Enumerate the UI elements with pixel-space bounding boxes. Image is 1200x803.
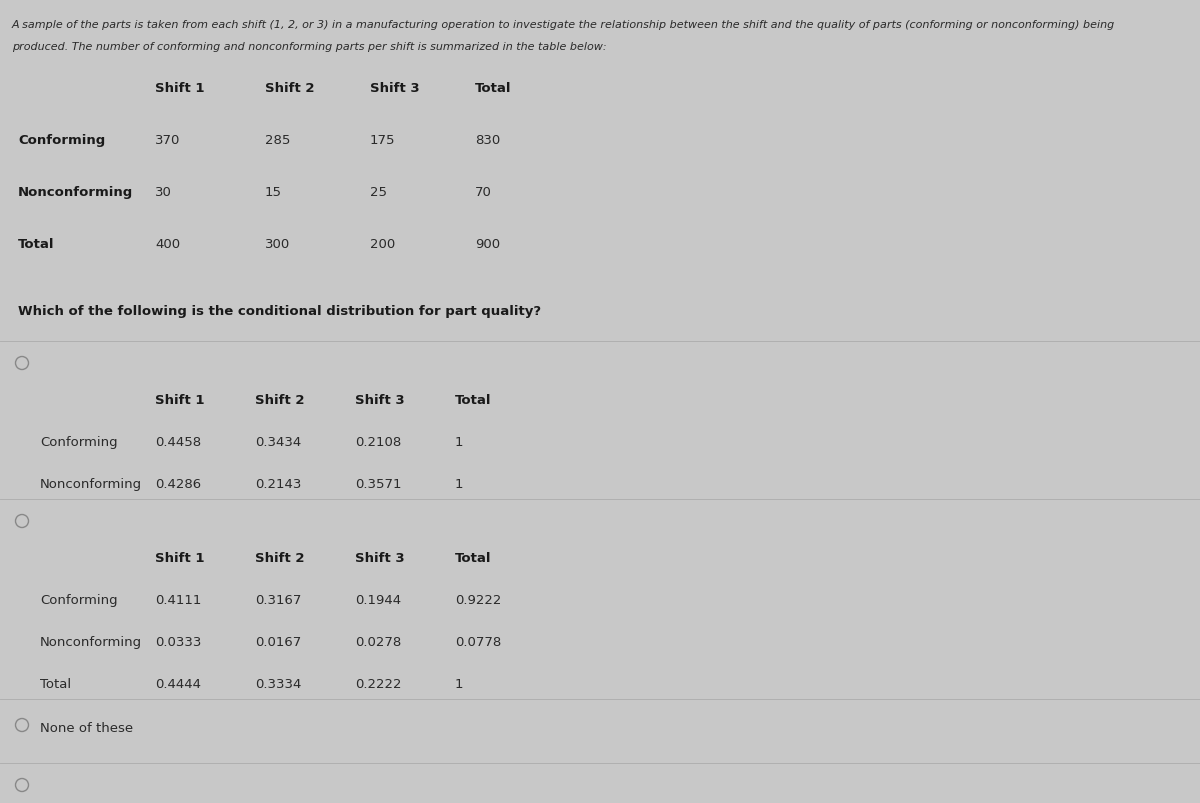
Text: 0.0333: 0.0333 [155, 635, 202, 648]
Text: Which of the following is the conditional distribution for part quality?: Which of the following is the conditiona… [18, 304, 541, 318]
Text: Shift 1: Shift 1 [155, 82, 204, 95]
Text: 370: 370 [155, 134, 180, 147]
Text: 70: 70 [475, 185, 492, 199]
Text: 0.4286: 0.4286 [155, 478, 202, 491]
Text: A sample of the parts is taken from each shift (1, 2, or 3) in a manufacturing o: A sample of the parts is taken from each… [12, 20, 1115, 30]
Text: 0.4111: 0.4111 [155, 593, 202, 606]
Text: Shift 3: Shift 3 [355, 393, 404, 406]
Text: 0.9222: 0.9222 [455, 593, 502, 606]
Text: 0.3434: 0.3434 [254, 435, 301, 448]
Text: 1: 1 [455, 478, 463, 491]
Text: 15: 15 [265, 185, 282, 199]
Text: 0.0778: 0.0778 [455, 635, 502, 648]
Text: Shift 3: Shift 3 [370, 82, 420, 95]
Text: None of these: None of these [40, 721, 133, 734]
Text: Conforming: Conforming [40, 435, 118, 448]
Text: Total: Total [40, 677, 71, 690]
Text: 300: 300 [265, 238, 290, 251]
Text: Total: Total [18, 238, 54, 251]
Text: 175: 175 [370, 134, 396, 147]
Text: Conforming: Conforming [18, 134, 106, 147]
Text: Total: Total [455, 552, 492, 565]
Text: 1: 1 [455, 435, 463, 448]
Text: 0.4444: 0.4444 [155, 677, 202, 690]
Text: 400: 400 [155, 238, 180, 251]
Text: Shift 1: Shift 1 [155, 552, 204, 565]
Text: Nonconforming: Nonconforming [40, 478, 142, 491]
Text: 0.2222: 0.2222 [355, 677, 402, 690]
Text: Nonconforming: Nonconforming [40, 635, 142, 648]
Text: Total: Total [475, 82, 511, 95]
Text: 30: 30 [155, 185, 172, 199]
Text: 0.2108: 0.2108 [355, 435, 401, 448]
Text: 1: 1 [455, 677, 463, 690]
Text: 0.3571: 0.3571 [355, 478, 402, 491]
Text: 0.1944: 0.1944 [355, 593, 401, 606]
Text: Shift 2: Shift 2 [254, 552, 305, 565]
Text: 900: 900 [475, 238, 500, 251]
Text: 0.3334: 0.3334 [254, 677, 301, 690]
Text: Shift 3: Shift 3 [355, 552, 404, 565]
Text: 200: 200 [370, 238, 395, 251]
Text: 0.3167: 0.3167 [254, 593, 301, 606]
Text: Shift 2: Shift 2 [254, 393, 305, 406]
Text: 0.2143: 0.2143 [254, 478, 301, 491]
Text: produced. The number of conforming and nonconforming parts per shift is summariz: produced. The number of conforming and n… [12, 42, 607, 52]
Text: Total: Total [455, 393, 492, 406]
Text: 0.4458: 0.4458 [155, 435, 202, 448]
Text: 0.0278: 0.0278 [355, 635, 401, 648]
Text: Shift 1: Shift 1 [155, 393, 204, 406]
Text: Shift 2: Shift 2 [265, 82, 314, 95]
Text: 25: 25 [370, 185, 386, 199]
Text: Conforming: Conforming [40, 593, 118, 606]
Text: 830: 830 [475, 134, 500, 147]
Text: 0.0167: 0.0167 [254, 635, 301, 648]
Text: Nonconforming: Nonconforming [18, 185, 133, 199]
Text: 285: 285 [265, 134, 290, 147]
